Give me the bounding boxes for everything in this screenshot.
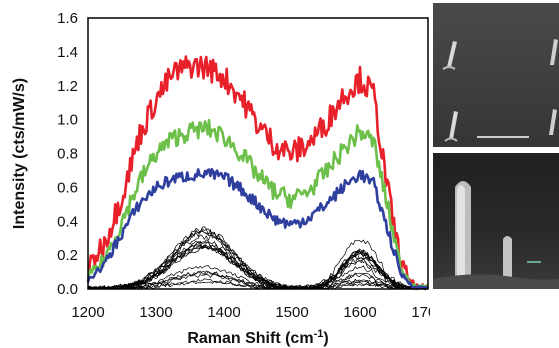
background-spectrum-line bbox=[87, 234, 427, 290]
spectrum-series-line bbox=[86, 55, 429, 291]
y-tick-label: 0.8 bbox=[57, 146, 78, 163]
y-axis-ticks: 0.0 0.2 0.4 0.6 0.8 1.0 1.2 1.4 1.6 bbox=[57, 10, 78, 298]
x-tick-label: 1500 bbox=[275, 304, 308, 321]
y-tick-label: 1.2 bbox=[57, 78, 78, 95]
background-spectrum-line bbox=[87, 265, 427, 290]
plot-frame bbox=[87, 17, 429, 290]
background-spectrum-line bbox=[87, 244, 427, 290]
nanopillar-icon bbox=[549, 109, 557, 135]
background-spectrum-line bbox=[87, 270, 427, 290]
short-nanopillar-icon bbox=[503, 236, 512, 285]
x-tick-label: 1200 bbox=[71, 304, 104, 321]
spectrum-series-line bbox=[86, 167, 429, 290]
x-tick-label: 1600 bbox=[343, 304, 376, 321]
plot-area bbox=[86, 55, 430, 291]
x-tick-label: 1400 bbox=[207, 304, 240, 321]
x-tick-label: 1300 bbox=[139, 304, 172, 321]
y-tick-label: 1.6 bbox=[57, 10, 78, 27]
x-axis-label: Raman Shift (cm-1) bbox=[187, 328, 328, 347]
x-axis-label-close: ) bbox=[323, 330, 328, 347]
sem-pillars-drawing bbox=[433, 181, 559, 289]
sem-image-array bbox=[433, 3, 559, 147]
sem-array-drawing bbox=[442, 39, 558, 142]
y-tick-label: 0.6 bbox=[57, 179, 78, 196]
x-tick-label: 1700 bbox=[411, 304, 430, 321]
y-tick-label: 1.4 bbox=[57, 44, 78, 61]
tall-nanopillar-icon bbox=[455, 181, 471, 285]
nanopillar-icon bbox=[550, 39, 558, 65]
spectrum-series-line bbox=[86, 118, 430, 291]
y-axis-label: Intensity (cts/mW/s) bbox=[11, 78, 28, 229]
y-tick-label: 0.0 bbox=[57, 281, 78, 298]
nanopillar-icon bbox=[442, 41, 457, 70]
y-tick-label: 0.4 bbox=[57, 213, 78, 230]
nanopillar-icon bbox=[444, 111, 458, 142]
y-tick-label: 1.0 bbox=[57, 112, 78, 129]
y-tick-label: 0.2 bbox=[57, 247, 78, 264]
substrate bbox=[433, 274, 559, 289]
raman-spectrum-chart: 0.0 0.2 0.4 0.6 0.8 1.0 1.2 1.4 1.6 1200 1300 1400… bbox=[11, 10, 430, 347]
x-axis-ticks: 1200 1300 1400 1500 1600 1700 bbox=[71, 304, 430, 321]
x-axis-label-superscript: -1 bbox=[314, 328, 324, 340]
sem-image-pillars bbox=[433, 153, 559, 289]
x-axis-label-main: Raman Shift (cm bbox=[187, 330, 313, 347]
